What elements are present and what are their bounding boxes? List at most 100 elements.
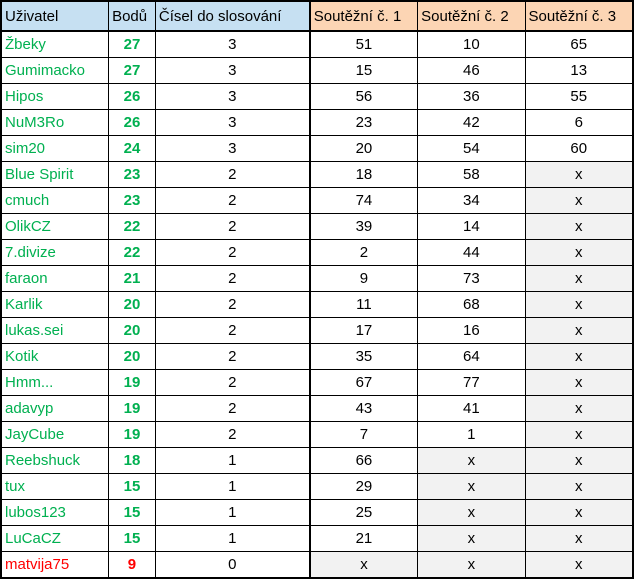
- table-row: 7.divize 22 2 2 44 x: [0, 239, 634, 266]
- cell-contest-3: x: [524, 317, 634, 344]
- cell-user: lukas.sei: [0, 317, 110, 344]
- cell-draws: 3: [154, 109, 311, 136]
- cell-contest-1: 56: [309, 83, 419, 110]
- cell-contest-3: x: [524, 395, 634, 422]
- table-row: Reebshuck 18 1 66 x x: [0, 447, 634, 474]
- cell-user: sim20: [0, 135, 110, 162]
- cell-contest-2: x: [417, 525, 526, 552]
- cell-contest-2: x: [417, 499, 526, 526]
- table-row: Žbeky 27 3 51 10 65: [0, 30, 634, 58]
- cell-draws: 3: [154, 135, 311, 162]
- cell-contest-3: 60: [524, 135, 634, 162]
- cell-user: JayCube: [0, 421, 110, 448]
- table-row: matvija75 9 0 x x x: [0, 551, 634, 579]
- cell-user: matvija75: [0, 551, 110, 579]
- cell-contest-3: x: [524, 369, 634, 396]
- cell-draws: 3: [154, 83, 311, 110]
- cell-contest-2: 16: [417, 317, 526, 344]
- table-row: adavyp 19 2 43 41 x: [0, 395, 634, 422]
- cell-points: 26: [108, 109, 156, 136]
- table-row: Hmm... 19 2 67 77 x: [0, 369, 634, 396]
- cell-draws: 2: [154, 187, 311, 214]
- cell-draws: 2: [154, 317, 311, 344]
- cell-user: Hmm...: [0, 369, 110, 396]
- cell-contest-2: 41: [417, 395, 526, 422]
- cell-user: Reebshuck: [0, 447, 110, 474]
- cell-contest-3: x: [524, 525, 634, 552]
- table-row: LuCaCZ 15 1 21 x x: [0, 525, 634, 552]
- table-row: Blue Spirit 23 2 18 58 x: [0, 161, 634, 188]
- cell-contest-3: 13: [524, 57, 634, 84]
- cell-user: NuM3Ro: [0, 109, 110, 136]
- cell-contest-2: 14: [417, 213, 526, 240]
- cell-draws: 2: [154, 291, 311, 318]
- header-points: Bodů: [108, 0, 156, 32]
- table-row: lukas.sei 20 2 17 16 x: [0, 317, 634, 344]
- table-row: tux 15 1 29 x x: [0, 473, 634, 500]
- table-row: lubos123 15 1 25 x x: [0, 499, 634, 526]
- cell-contest-1: 74: [309, 187, 419, 214]
- cell-user: LuCaCZ: [0, 525, 110, 552]
- header-draws: Čísel do slosování: [154, 0, 311, 32]
- header-contest-2: Soutěžní č. 2: [417, 0, 526, 32]
- cell-draws: 1: [154, 447, 311, 474]
- cell-draws: 2: [154, 421, 311, 448]
- cell-points: 15: [108, 499, 156, 526]
- cell-contest-1: 17: [309, 317, 419, 344]
- cell-draws: 2: [154, 239, 311, 266]
- cell-draws: 3: [154, 30, 311, 58]
- cell-user: Gumimacko: [0, 57, 110, 84]
- cell-contest-1: 2: [309, 239, 419, 266]
- cell-contest-3: x: [524, 265, 634, 292]
- cell-points: 26: [108, 83, 156, 110]
- cell-contest-2: 73: [417, 265, 526, 292]
- cell-contest-1: 23: [309, 109, 419, 136]
- cell-draws: 1: [154, 473, 311, 500]
- cell-draws: 2: [154, 161, 311, 188]
- cell-user: OlikCZ: [0, 213, 110, 240]
- cell-points: 19: [108, 369, 156, 396]
- header-user: Uživatel: [0, 0, 110, 32]
- cell-points: 19: [108, 421, 156, 448]
- cell-contest-2: 10: [417, 30, 526, 58]
- cell-contest-1: 25: [309, 499, 419, 526]
- cell-contest-1: 15: [309, 57, 419, 84]
- table-row: Hipos 26 3 56 36 55: [0, 83, 634, 110]
- cell-points: 19: [108, 395, 156, 422]
- cell-contest-1: 66: [309, 447, 419, 474]
- cell-contest-3: x: [524, 161, 634, 188]
- cell-contest-2: 46: [417, 57, 526, 84]
- cell-user: Kotik: [0, 343, 110, 370]
- cell-user: Žbeky: [0, 30, 110, 58]
- cell-contest-2: 68: [417, 291, 526, 318]
- cell-contest-1: 43: [309, 395, 419, 422]
- cell-draws: 2: [154, 213, 311, 240]
- cell-contest-2: 64: [417, 343, 526, 370]
- cell-contest-2: 36: [417, 83, 526, 110]
- table-row: NuM3Ro 26 3 23 42 6: [0, 109, 634, 136]
- cell-points: 20: [108, 343, 156, 370]
- cell-draws: 1: [154, 525, 311, 552]
- table-body: Žbeky 27 3 51 10 65 Gumimacko 27 3 15 46 13 Hipos 26 3…: [0, 30, 634, 579]
- cell-draws: 2: [154, 395, 311, 422]
- cell-contest-2: 54: [417, 135, 526, 162]
- cell-contest-1: 20: [309, 135, 419, 162]
- cell-user: tux: [0, 473, 110, 500]
- cell-points: 24: [108, 135, 156, 162]
- cell-points: 27: [108, 30, 156, 58]
- header-contest-1: Soutěžní č. 1: [309, 0, 419, 32]
- cell-contest-3: x: [524, 499, 634, 526]
- cell-user: adavyp: [0, 395, 110, 422]
- cell-user: lubos123: [0, 499, 110, 526]
- cell-contest-1: 29: [309, 473, 419, 500]
- cell-contest-3: x: [524, 291, 634, 318]
- table-row: Kotik 20 2 35 64 x: [0, 343, 634, 370]
- header-row: Uživatel Bodů Čísel do slosování Soutěžn…: [0, 0, 634, 32]
- cell-contest-3: 6: [524, 109, 634, 136]
- cell-contest-1: 9: [309, 265, 419, 292]
- cell-points: 20: [108, 291, 156, 318]
- cell-user: faraon: [0, 265, 110, 292]
- table-row: Karlik 20 2 11 68 x: [0, 291, 634, 318]
- cell-draws: 0: [154, 551, 311, 579]
